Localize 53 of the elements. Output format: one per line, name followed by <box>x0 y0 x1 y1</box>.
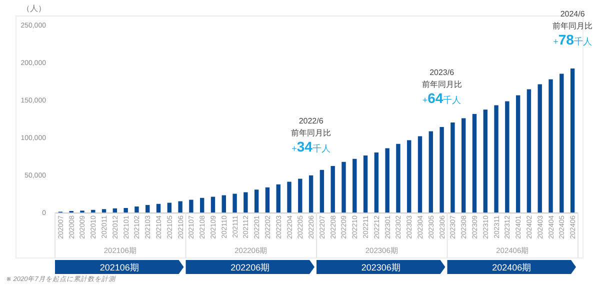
text: 202206期 <box>230 262 270 272</box>
bar <box>134 206 139 212</box>
bar <box>428 131 434 212</box>
bar <box>91 210 96 212</box>
bar <box>189 200 194 212</box>
bar <box>276 184 280 212</box>
bar <box>308 175 314 212</box>
bar <box>200 198 204 212</box>
bar <box>320 170 324 212</box>
bar <box>440 127 444 212</box>
bar <box>407 140 412 212</box>
bar <box>265 187 270 212</box>
bar <box>254 190 259 212</box>
bar <box>210 196 216 212</box>
bar <box>363 156 368 212</box>
text: 202406期 <box>492 262 532 272</box>
bar <box>385 148 390 212</box>
bar <box>472 114 477 212</box>
bar <box>222 195 226 212</box>
text: 202306期 <box>361 262 400 272</box>
y-axis-title: （人） <box>22 4 46 13</box>
bar <box>244 192 248 212</box>
bar <box>505 101 510 212</box>
bar <box>418 136 422 212</box>
bar <box>548 79 553 212</box>
bar <box>538 84 542 212</box>
bar <box>124 208 128 212</box>
bar <box>526 89 532 212</box>
bar <box>156 204 161 212</box>
bar <box>102 209 106 212</box>
bar <box>516 95 520 212</box>
bar <box>483 110 488 212</box>
bar <box>298 178 302 212</box>
bar <box>570 68 575 212</box>
bar <box>167 202 172 212</box>
bar <box>330 166 335 212</box>
bar <box>374 152 379 212</box>
text: 202106期 <box>100 262 139 272</box>
annotation: 2024/6 前年同月比 +78千人 <box>552 10 593 48</box>
bar <box>232 194 237 212</box>
annotation: 2022/6 前年同月比 +34千人 <box>291 116 332 154</box>
annotation: 2023/6 前年同月比 +64千人 <box>422 68 462 106</box>
bar <box>146 205 150 212</box>
bar <box>342 162 346 212</box>
bar <box>112 208 118 212</box>
bar <box>396 144 400 212</box>
bar <box>178 201 182 212</box>
bar <box>560 74 564 212</box>
bar <box>450 122 455 212</box>
bar <box>461 118 466 212</box>
bar <box>352 158 357 212</box>
bar <box>287 182 292 212</box>
bar <box>494 105 498 212</box>
